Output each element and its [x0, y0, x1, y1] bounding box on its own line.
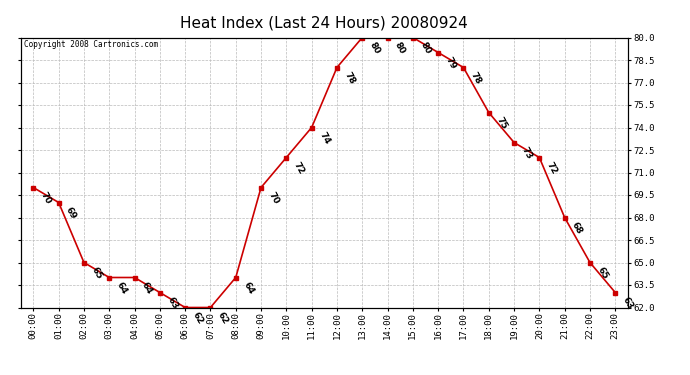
- Text: 63: 63: [166, 296, 179, 311]
- Text: 74: 74: [317, 130, 331, 146]
- Text: Heat Index (Last 24 Hours) 20080924: Heat Index (Last 24 Hours) 20080924: [180, 15, 469, 30]
- Text: 65: 65: [595, 266, 609, 281]
- Text: 78: 78: [469, 71, 483, 86]
- Text: 72: 72: [292, 161, 306, 176]
- Text: 69: 69: [64, 206, 78, 221]
- Text: 73: 73: [520, 146, 533, 161]
- Text: 79: 79: [444, 56, 458, 71]
- Text: 64: 64: [140, 281, 154, 296]
- Text: 80: 80: [368, 41, 382, 56]
- Text: 75: 75: [494, 116, 509, 131]
- Text: 70: 70: [39, 191, 53, 206]
- Text: 64: 64: [241, 281, 255, 296]
- Text: 63: 63: [621, 296, 635, 311]
- Text: 80: 80: [418, 41, 433, 56]
- Text: Copyright 2008 Cartronics.com: Copyright 2008 Cartronics.com: [23, 40, 158, 49]
- Text: 65: 65: [90, 266, 104, 281]
- Text: 72: 72: [545, 161, 559, 176]
- Text: 78: 78: [342, 71, 357, 86]
- Text: 62: 62: [190, 311, 205, 326]
- Text: 68: 68: [570, 221, 584, 236]
- Text: 70: 70: [266, 191, 281, 206]
- Text: 64: 64: [115, 281, 129, 296]
- Text: 62: 62: [216, 311, 230, 326]
- Text: 80: 80: [393, 41, 407, 56]
